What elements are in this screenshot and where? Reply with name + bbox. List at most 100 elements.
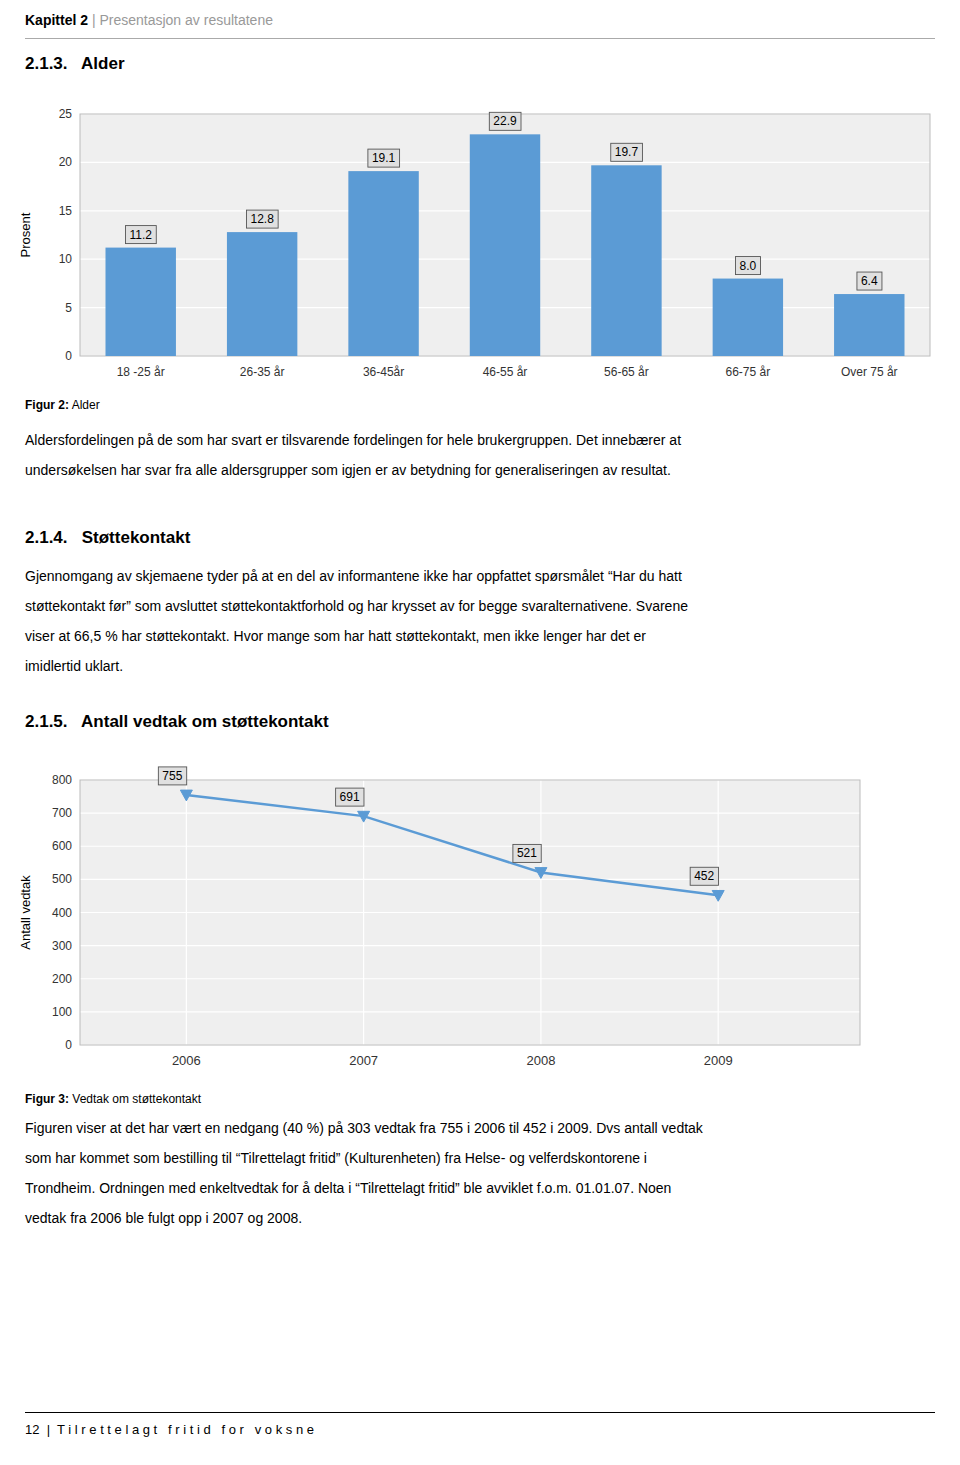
data-label: 19.1 xyxy=(372,151,396,165)
y-tick-label: 500 xyxy=(52,872,72,886)
data-label: 755 xyxy=(162,769,182,783)
section-number: 2.1.5. xyxy=(25,712,68,731)
marker xyxy=(712,890,724,901)
x-tick-label: 56-65 år xyxy=(604,365,649,379)
data-label: 452 xyxy=(694,869,714,883)
line-chart: 0100200300400500600700800Antall vedtak20… xyxy=(0,745,960,1085)
page: Kapittel 2 | Presentasjon av resultatene… xyxy=(0,0,960,1465)
x-tick-label: 36-45år xyxy=(363,365,404,379)
x-tick-label: Over 75 år xyxy=(841,365,898,379)
section-name: Støttekontakt xyxy=(82,528,191,547)
data-label-box xyxy=(246,210,278,228)
footer-rule xyxy=(25,1412,935,1413)
data-label-box xyxy=(125,226,156,244)
data-label: 22.9 xyxy=(493,114,517,128)
section-gap xyxy=(68,54,82,73)
x-tick-label: 2008 xyxy=(526,1053,555,1068)
bar xyxy=(227,232,297,356)
data-label-box xyxy=(611,143,643,161)
section-number: 2.1.3. xyxy=(25,54,68,73)
y-tick-label: 15 xyxy=(59,204,73,218)
y-tick-label: 5 xyxy=(65,301,72,315)
marker xyxy=(535,868,547,879)
y-tick-label: 800 xyxy=(52,773,72,787)
line-series xyxy=(180,790,724,901)
y-tick-label: 700 xyxy=(52,806,72,820)
grid-line xyxy=(80,879,860,880)
plot-frame xyxy=(80,114,930,356)
y-tick-label: 600 xyxy=(52,839,72,853)
bar xyxy=(470,134,540,356)
bars xyxy=(106,134,905,356)
paragraph-line: som har kommet som bestilling til “Tilre… xyxy=(25,1150,647,1166)
bar-chart: 0510152025Prosent11.212.819.122.919.78.0… xyxy=(0,86,960,391)
data-label: 691 xyxy=(340,790,360,804)
section-title: 2.1.5. Antall vedtak om støttekontakt xyxy=(25,712,329,732)
bar xyxy=(713,279,783,356)
data-label-box xyxy=(336,788,364,806)
grid-line xyxy=(80,846,860,847)
data-label-box xyxy=(489,112,521,130)
bar xyxy=(591,165,661,356)
data-labels: 755 691 521 452 xyxy=(158,767,718,885)
line xyxy=(186,795,718,895)
x-tick-label: 2007 xyxy=(349,1053,378,1068)
paragraph-line: Figuren viser at det har vært en nedgang… xyxy=(25,1120,703,1136)
y-tick-label: 200 xyxy=(52,972,72,986)
caption-rest: Alder xyxy=(69,398,100,412)
y-tick-label: 400 xyxy=(52,906,72,920)
data-label: 19.7 xyxy=(615,145,639,159)
y-tick-label: 300 xyxy=(52,939,72,953)
bar xyxy=(348,171,418,356)
section-name: Alder xyxy=(81,54,124,73)
figure-caption: Figur 3: Vedtak om støttekontakt xyxy=(25,1092,201,1106)
marker xyxy=(358,811,370,822)
paragraph-line: Gjennomgang av skjemaene tyder på at en … xyxy=(25,568,682,584)
x-tick-label: 26-35 år xyxy=(240,365,285,379)
paragraph-line: Aldersfordelingen på de som har svart er… xyxy=(25,432,681,448)
grid-line xyxy=(718,780,719,1045)
paragraph-line: undersøkelsen har svar fra alle aldersgr… xyxy=(25,462,671,478)
data-label-box xyxy=(368,149,400,167)
paragraph-line: vedtak fra 2006 ble fulgt opp i 2007 og … xyxy=(25,1210,302,1226)
section-number: 2.1.4. xyxy=(25,528,68,547)
data-label: 521 xyxy=(517,846,537,860)
data-label: 6.4 xyxy=(861,274,878,288)
caption-rest: Vedtak om støttekontakt xyxy=(69,1092,201,1106)
data-label-box xyxy=(158,767,186,785)
section-gap xyxy=(68,712,82,731)
header-separator xyxy=(25,38,935,39)
y-axis-label: Antall vedtak xyxy=(18,875,33,950)
caption-bold: Figur 3: xyxy=(25,1092,69,1106)
data-label-box xyxy=(690,867,718,885)
plot-area xyxy=(80,114,930,356)
plot-frame xyxy=(80,780,860,1045)
caption-bold: Figur 2: xyxy=(25,398,69,412)
header-bold: Kapittel 2 xyxy=(25,12,88,28)
grid-line xyxy=(80,978,860,979)
paragraph-line: støttekontakt før” som avsluttet støttek… xyxy=(25,598,688,614)
y-tick-label: 20 xyxy=(59,155,73,169)
data-label-box xyxy=(736,257,761,275)
grid-line xyxy=(186,780,187,1045)
x-tick-label: 18 -25 år xyxy=(117,365,165,379)
grid-line xyxy=(80,912,860,913)
data-label: 12.8 xyxy=(250,212,274,226)
section-title: 2.1.3. Alder xyxy=(25,54,125,74)
y-tick-label: 100 xyxy=(52,1005,72,1019)
x-tick-label: 2009 xyxy=(704,1053,733,1068)
page-header: Kapittel 2 | Presentasjon av resultatene xyxy=(25,12,273,28)
paragraph-line: Trondheim. Ordningen med enkeltvedtak fo… xyxy=(25,1180,671,1196)
data-label-box xyxy=(513,844,541,862)
marker xyxy=(180,790,192,801)
y-tick-label: 10 xyxy=(59,252,73,266)
plot-area xyxy=(80,780,860,1045)
grid-line xyxy=(80,945,860,946)
y-tick-label: 0 xyxy=(65,349,72,363)
data-label: 11.2 xyxy=(129,228,152,242)
section-title: 2.1.4. Støttekontakt xyxy=(25,528,190,548)
y-axis-label: Prosent xyxy=(18,212,33,257)
data-label: 8.0 xyxy=(740,259,757,273)
header-light: | Presentasjon av resultatene xyxy=(88,12,273,28)
grid-line xyxy=(540,780,541,1045)
